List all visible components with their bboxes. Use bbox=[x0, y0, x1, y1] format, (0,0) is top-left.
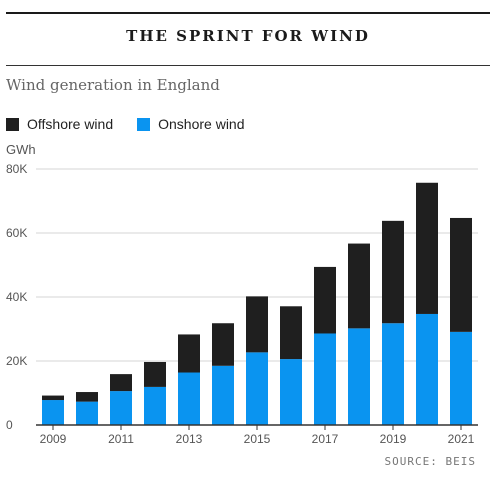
bar-onshore bbox=[348, 328, 370, 425]
legend-label-offshore: Offshore wind bbox=[27, 116, 114, 132]
bar-offshore bbox=[42, 395, 64, 401]
x-tick-label: 2009 bbox=[40, 432, 67, 446]
bar-onshore bbox=[382, 323, 404, 425]
bar-onshore bbox=[110, 391, 132, 425]
bar-offshore bbox=[144, 361, 166, 387]
bar-onshore bbox=[314, 333, 336, 425]
x-tick-label: 2013 bbox=[176, 432, 203, 446]
y-tick-label: 20K bbox=[6, 354, 27, 368]
source-note: SOURCE: BEIS bbox=[384, 455, 476, 468]
bar-onshore bbox=[42, 400, 64, 425]
bar-offshore bbox=[314, 266, 336, 334]
bar-offshore bbox=[246, 296, 268, 353]
bar-offshore bbox=[212, 323, 234, 366]
bar-offshore bbox=[178, 334, 200, 373]
bar-offshore bbox=[382, 220, 404, 324]
bar-onshore bbox=[178, 372, 200, 425]
bar-onshore bbox=[246, 352, 268, 425]
legend-item-offshore: Offshore wind bbox=[6, 116, 113, 132]
x-tick-label: 2015 bbox=[244, 432, 271, 446]
legend-label-onshore: Onshore wind bbox=[158, 116, 245, 132]
x-tick-label: 2011 bbox=[108, 432, 134, 446]
bar-onshore bbox=[416, 313, 438, 425]
chart-headline: THE SPRINT FOR WIND bbox=[126, 27, 370, 45]
bar-onshore bbox=[76, 401, 98, 425]
x-tick-label: 2017 bbox=[312, 432, 339, 446]
bar-offshore bbox=[348, 243, 370, 329]
y-unit-label: GWh bbox=[6, 142, 36, 157]
top-rule bbox=[6, 12, 490, 14]
y-tick-label: 0 bbox=[6, 418, 13, 432]
bar-offshore bbox=[416, 182, 438, 314]
x-tick-label: 2021 bbox=[448, 432, 475, 446]
legend-swatch-onshore bbox=[137, 117, 151, 131]
bar-onshore bbox=[212, 365, 234, 425]
legend-item-onshore: Onshore wind bbox=[137, 116, 245, 132]
headline-rule bbox=[6, 65, 490, 66]
y-tick-label: 40K bbox=[6, 290, 27, 304]
y-tick-label: 60K bbox=[6, 226, 27, 240]
bar-onshore bbox=[144, 386, 166, 425]
bar-offshore bbox=[76, 392, 98, 402]
legend-swatch-offshore bbox=[6, 117, 19, 131]
y-tick-label: 80K bbox=[6, 162, 27, 176]
bar-offshore bbox=[110, 374, 132, 392]
x-tick-label: 2019 bbox=[380, 432, 407, 446]
bar-onshore bbox=[280, 359, 302, 425]
chart-subtitle: Wind generation in England bbox=[6, 76, 220, 94]
bar-offshore bbox=[450, 217, 472, 332]
bar-onshore bbox=[450, 331, 472, 425]
legend: Offshore wind Onshore wind bbox=[6, 116, 269, 132]
bar-offshore bbox=[280, 306, 302, 360]
